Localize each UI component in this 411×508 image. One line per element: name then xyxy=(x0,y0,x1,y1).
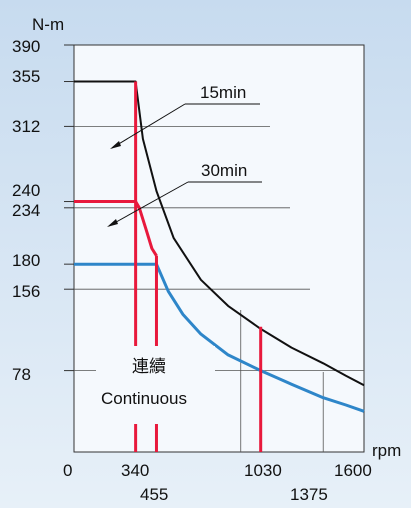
x-tick-label: 1600 xyxy=(334,461,372,480)
y-tick-label: 355 xyxy=(12,67,40,86)
x-tick-label: 0 xyxy=(63,461,72,480)
x-axis-label: rpm xyxy=(372,441,401,460)
label-15min: 15min xyxy=(200,83,246,102)
series-line-2 xyxy=(74,262,365,413)
series-line-1 xyxy=(74,200,158,257)
arrow-icon xyxy=(110,141,121,149)
y-tick-label: 240 xyxy=(12,181,40,200)
series-layer xyxy=(74,80,365,413)
continuous-label-en: Continuous xyxy=(101,389,187,408)
annotation-30min: 30min xyxy=(107,161,262,227)
y-tick-label: 390 xyxy=(12,37,40,56)
y-tick-label: 156 xyxy=(12,282,40,301)
continuous-label-jp: 連續 xyxy=(132,357,166,376)
x-tick-label: 1030 xyxy=(244,461,282,480)
y-axis-label: N-m xyxy=(32,15,64,34)
continuous-label-bg xyxy=(97,346,215,416)
x-tick-label: 1375 xyxy=(290,485,328,504)
series-line-0 xyxy=(74,80,365,387)
y-tick-label: 234 xyxy=(12,201,40,220)
annotation-15min: 15min xyxy=(110,83,260,149)
label-30min: 30min xyxy=(201,161,247,180)
arrow-icon xyxy=(107,219,118,227)
x-tick-label: 455 xyxy=(140,485,168,504)
x-tick-label: 340 xyxy=(121,461,149,480)
y-tick-label: 78 xyxy=(12,365,31,384)
y-tick-label: 312 xyxy=(12,117,40,136)
markers-layer xyxy=(134,81,263,452)
y-tick-label: 180 xyxy=(12,251,40,270)
